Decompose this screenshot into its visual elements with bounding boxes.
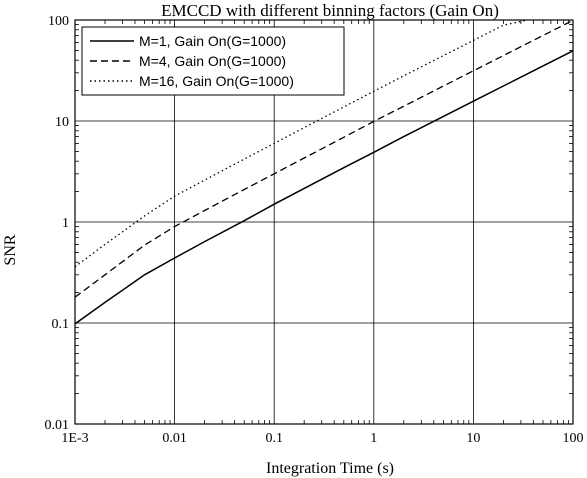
x-tick-label: 0.1: [265, 431, 283, 446]
y-axis-label: SNR: [2, 234, 19, 265]
legend-label: M=16, Gain On(G=1000): [139, 73, 294, 89]
legend-label: M=1, Gain On(G=1000): [139, 33, 286, 49]
plot-frame: [74, 19, 574, 425]
y-tick-label: 1: [62, 216, 69, 231]
legend: M=1, Gain On(G=1000) M=4, Gain On(G=1000)…: [81, 26, 345, 96]
series-lines: [74, 19, 574, 325]
series-line-1: [74, 50, 574, 325]
x-tick-label: 0.01: [162, 431, 187, 446]
y-tick-label: 100: [48, 14, 69, 29]
y-tick-label: 0.1: [52, 317, 70, 332]
x-tick-label: 10: [466, 431, 480, 446]
x-tick-label: 1: [370, 431, 377, 446]
x-axis-label: Integration Time (s): [266, 460, 394, 477]
legend-label: M=4, Gain On(G=1000): [139, 53, 286, 69]
y-tick-label: 10: [55, 115, 69, 130]
x-tick-label: 100: [563, 431, 584, 446]
x-tick-label: 1E-3: [61, 431, 88, 446]
series-line-2: [74, 19, 574, 298]
y-tick-label: 0.01: [45, 418, 70, 433]
chart-title: EMCCD with different binning factors (Ga…: [161, 1, 499, 20]
